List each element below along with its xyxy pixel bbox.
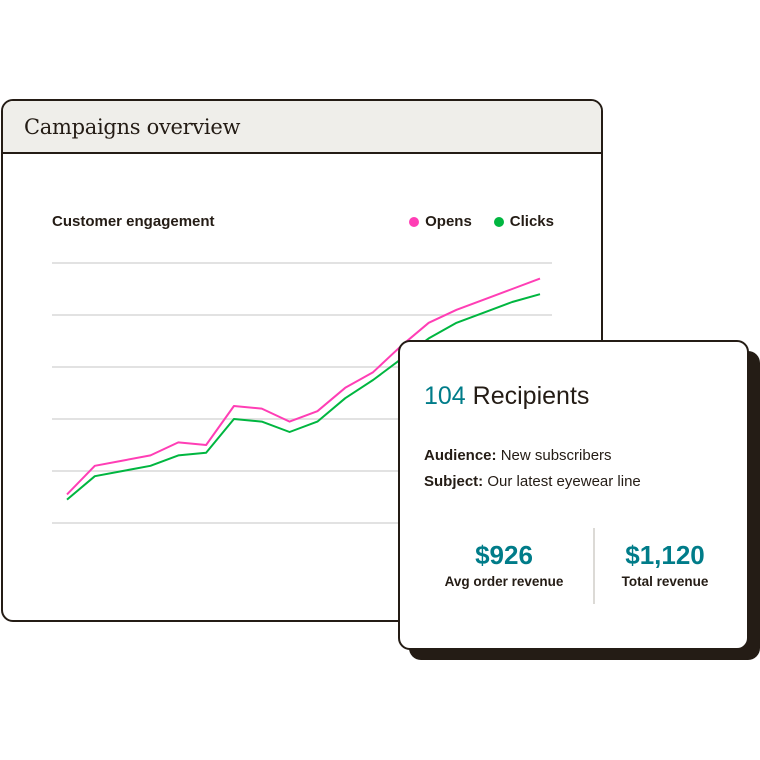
stat-divider <box>593 528 595 604</box>
chart-title: Customer engagement <box>52 213 215 230</box>
stat-avg-order-revenue: $926 Avg order revenue <box>419 540 589 589</box>
recipients-count: 104 <box>424 382 466 410</box>
stat-label: Avg order revenue <box>444 574 564 589</box>
audience-value: New subscribers <box>500 447 612 464</box>
stat-label: Total revenue <box>621 574 709 589</box>
legend-item-clicks[interactable]: Clicks <box>493 213 554 230</box>
stat-total-revenue: $1,120 Total revenue <box>580 540 750 589</box>
stat-value: $1,120 <box>625 540 705 570</box>
legend-label-clicks: Clicks <box>509 213 554 230</box>
panel-title: Campaigns overview <box>24 114 241 139</box>
audience-label: Audience: <box>424 447 497 464</box>
opens-dot-icon <box>409 216 420 227</box>
subject-row: Subject: Our latest eyewear line <box>424 473 641 490</box>
subject-label: Subject: <box>424 473 484 490</box>
audience-row: Audience: New subscribers <box>424 447 612 464</box>
stat-value: $926 <box>475 540 533 570</box>
clicks-dot-icon <box>493 216 504 227</box>
series-line-clicks <box>66 293 541 501</box>
recipients-heading: 104 Recipients <box>424 382 589 411</box>
subject-value: Our latest eyewear line <box>487 473 641 490</box>
legend-item-opens[interactable]: Opens <box>409 213 472 230</box>
series-line-opens <box>66 277 541 496</box>
legend-label-opens: Opens <box>425 213 472 230</box>
recipients-label: Recipients <box>472 382 590 410</box>
chart-legend: Opens Clicks <box>409 213 554 230</box>
panel-header: Campaigns overview <box>3 101 601 154</box>
campaign-summary-card: 104 Recipients Audience: New subscribers… <box>398 340 749 650</box>
